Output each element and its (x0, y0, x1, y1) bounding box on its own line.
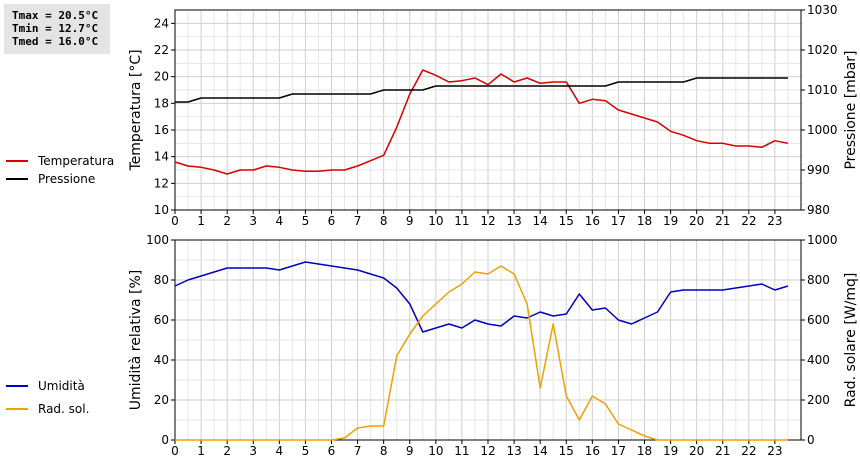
x-tick-label: 23 (767, 214, 782, 228)
y-tick-label: 40 (154, 353, 169, 367)
chart-panel-top: 0 1 2 3 4 5 6 7 8 9 10 11 12 13 14 15 16 17 18 19 20 21 22 2310… (6, 3, 859, 228)
y2-tick-label: 600 (807, 313, 830, 327)
x-tick-label: 12 (480, 444, 495, 458)
x-tick-label: 7 (354, 444, 362, 458)
tmed-text: Tmed = 16.0°C (12, 35, 99, 48)
y2-axis-label: Pressione [mbar] (843, 50, 859, 169)
x-tick-label: 15 (559, 214, 574, 228)
x-tick-label: 9 (406, 444, 414, 458)
y2-tick-label: 200 (807, 393, 830, 407)
x-tick-label: 21 (715, 214, 730, 228)
x-tick-label: 8 (380, 444, 388, 458)
series-line-umidit (174, 261, 789, 333)
y2-tick-label: 0 (807, 433, 815, 447)
x-tick-label: 6 (328, 214, 336, 228)
x-tick-label: 1 (197, 214, 205, 228)
y-tick-label: 60 (154, 313, 169, 327)
x-tick-label: 11 (454, 444, 469, 458)
x-tick-label: 8 (380, 214, 388, 228)
x-tick-label: 4 (276, 444, 284, 458)
x-tick-label: 15 (559, 444, 574, 458)
series-line-temperatura (174, 69, 789, 175)
y-tick-label: 14 (154, 150, 169, 164)
y-tick-label: 24 (154, 16, 169, 30)
legend-label: Pressione (38, 172, 95, 186)
x-tick-label: 0 (171, 444, 179, 458)
y2-tick-label: 1000 (807, 233, 838, 247)
x-tick-label: 14 (533, 444, 548, 458)
x-tick-label: 16 (585, 444, 600, 458)
legend-label: Temperatura (37, 154, 114, 168)
x-tick-label: 23 (767, 444, 782, 458)
x-tick-label: 3 (249, 444, 257, 458)
y-axis-label: Temperatura [°C] (128, 49, 144, 171)
x-tick-label: 7 (354, 214, 362, 228)
y2-tick-label: 990 (807, 163, 830, 177)
y2-tick-label: 980 (807, 203, 830, 217)
x-tick-label: 17 (611, 214, 626, 228)
x-tick-label: 5 (302, 444, 310, 458)
y-tick-label: 12 (154, 176, 169, 190)
y-tick-label: 16 (154, 123, 169, 137)
y2-tick-label: 800 (807, 273, 830, 287)
x-tick-label: 10 (428, 214, 443, 228)
series-line-pressione (175, 77, 788, 103)
x-tick-label: 20 (689, 444, 704, 458)
y-tick-label: 18 (154, 96, 169, 110)
y2-axis-label: Rad. solare [W/mq] (843, 273, 859, 408)
x-tick-label: 17 (611, 444, 626, 458)
x-tick-label: 9 (406, 214, 414, 228)
x-tick-label: 13 (506, 214, 521, 228)
x-tick-label: 3 (249, 214, 257, 228)
x-tick-label: 1 (197, 444, 205, 458)
x-tick-label: 22 (741, 444, 756, 458)
y2-tick-label: 1010 (807, 83, 838, 97)
x-tick-label: 13 (506, 444, 521, 458)
y-tick-label: 80 (154, 273, 169, 287)
tmin-text: Tmin = 12.7°C (12, 22, 99, 35)
y-tick-label: 20 (154, 393, 169, 407)
x-tick-label: 12 (480, 214, 495, 228)
legend-label: Umidità (38, 379, 85, 393)
x-tick-label: 19 (663, 214, 678, 228)
x-tick-label: 22 (741, 214, 756, 228)
x-tick-label: 11 (454, 214, 469, 228)
x-tick-label: 21 (715, 444, 730, 458)
chart-panel-bottom: 0 1 2 3 4 5 6 7 8 9 10 11 12 13 14 15 16 17 18 19 20 21 22 2302… (6, 233, 859, 458)
x-tick-label: 18 (637, 444, 652, 458)
x-tick-label: 10 (428, 444, 443, 458)
stats-box: Tmax = 20.5°C Tmin = 12.7°C Tmed = 16.0°… (4, 4, 110, 54)
x-tick-label: 2 (223, 444, 231, 458)
y2-tick-label: 400 (807, 353, 830, 367)
y-axis-label: Umidità relativa [%] (128, 270, 144, 411)
legend-label: Rad. sol. (38, 402, 89, 416)
y2-tick-label: 1020 (807, 43, 838, 57)
y-tick-label: 10 (154, 203, 169, 217)
x-tick-label: 0 (171, 214, 179, 228)
y2-tick-label: 1000 (807, 123, 838, 137)
y-tick-label: 0 (161, 433, 169, 447)
series-line-rad-sol (175, 265, 788, 441)
x-tick-label: 5 (302, 214, 310, 228)
y-tick-label: 100 (146, 233, 169, 247)
x-tick-label: 16 (585, 214, 600, 228)
x-tick-label: 4 (276, 214, 284, 228)
y-tick-label: 20 (154, 70, 169, 84)
x-tick-label: 19 (663, 444, 678, 458)
x-tick-label: 20 (689, 214, 704, 228)
x-tick-label: 2 (223, 214, 231, 228)
y2-tick-label: 1030 (807, 3, 838, 17)
tmax-text: Tmax = 20.5°C (12, 9, 99, 22)
x-tick-label: 18 (637, 214, 652, 228)
x-tick-label: 6 (328, 444, 336, 458)
y-tick-label: 22 (154, 43, 169, 57)
x-tick-label: 14 (533, 214, 548, 228)
